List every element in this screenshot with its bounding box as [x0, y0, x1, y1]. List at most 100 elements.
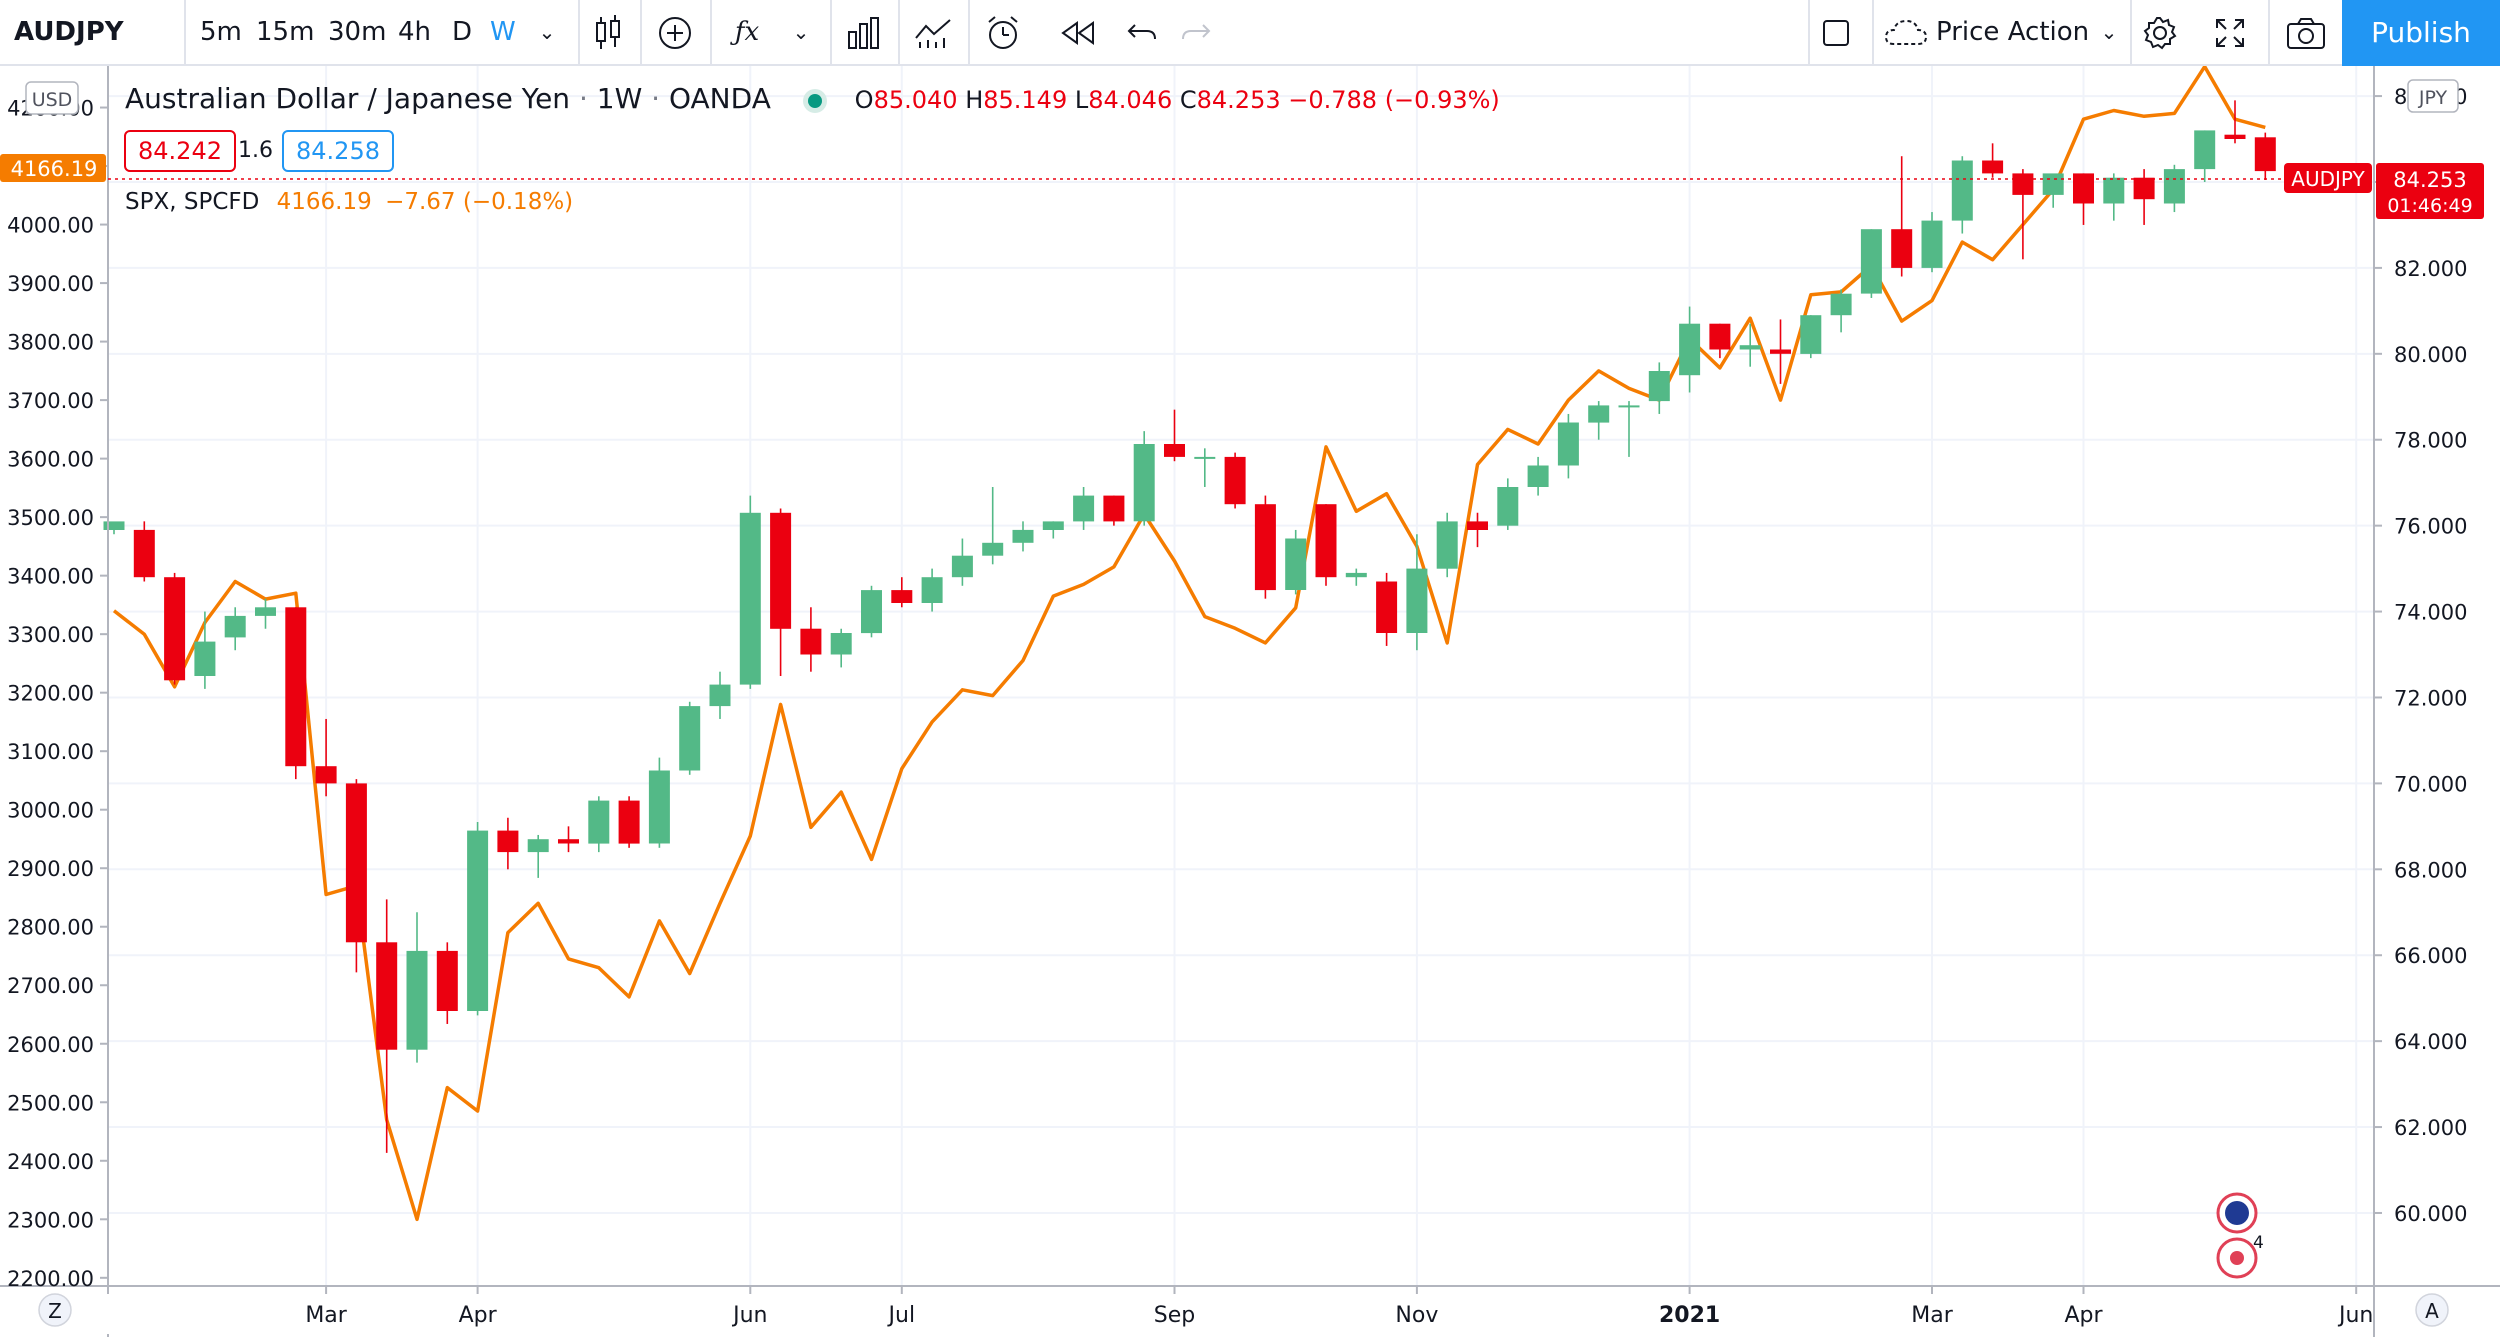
candle [1315, 504, 1337, 586]
overlay-title: SPX, SPCFD [125, 189, 260, 215]
candle-body [1618, 405, 1640, 408]
spread-value: 1.6 [238, 138, 273, 163]
candle-body [376, 942, 398, 1050]
candle [285, 607, 307, 780]
symbol-tag-label: AUDJPY [2291, 167, 2365, 191]
alert-icon[interactable] [978, 0, 1028, 64]
compare-bars-icon[interactable] [838, 0, 888, 64]
cloud-icon[interactable] [1882, 0, 1930, 64]
candle [164, 572, 186, 685]
candle [497, 817, 519, 870]
right-tick-label: 72.000 [2394, 686, 2467, 710]
camera-icon[interactable] [2282, 0, 2330, 64]
indicators-icon[interactable]: ƒx [734, 17, 760, 47]
candle [1618, 401, 1640, 457]
left-currency-badge[interactable] [25, 81, 79, 115]
candle [376, 899, 398, 1153]
symbol-search[interactable]: AUDJPY [14, 17, 124, 47]
candle-body [2194, 130, 2216, 170]
zoom-button[interactable] [38, 1293, 72, 1327]
x-tick-label: Jul [887, 1303, 916, 1328]
fullscreen-icon[interactable] [2208, 0, 2252, 64]
candle [1436, 512, 1458, 578]
candle [1376, 572, 1398, 646]
current-price-label: 84.253 [2393, 168, 2466, 192]
auto-scale-button[interactable] [2415, 1293, 2449, 1327]
main-legend[interactable]: Australian Dollar / Japanese Yen · 1W · … [125, 82, 1500, 115]
right-price-scale[interactable]: 60.000 62.000 64.000 66.000 68.000 70.000 72.0… [2374, 85, 2467, 1226]
candles-icon[interactable] [586, 0, 630, 64]
layout-name[interactable]: Price Action [1936, 17, 2090, 47]
candle [1648, 362, 1670, 414]
chart-area[interactable]: 2200.00 2300.00 2400.00 2500.00 2600.00 2700.… [0, 66, 2500, 1337]
candle [2073, 173, 2094, 225]
chevron-down-icon[interactable]: ⌄ [2100, 20, 2118, 44]
sell-price-button[interactable]: 84.242 [124, 130, 236, 172]
grid [108, 66, 2374, 1286]
right-currency-badge[interactable] [2407, 79, 2459, 113]
candle-body [1588, 405, 1610, 423]
toolbar-divider [184, 0, 186, 64]
replay-icon[interactable] [1054, 0, 1102, 64]
candle-body [1436, 521, 1458, 569]
fullscreen-square-icon[interactable] [1814, 0, 1858, 64]
source-label: OANDA [668, 82, 771, 115]
interval-15m[interactable]: 15m [256, 17, 315, 47]
candle-body [1648, 371, 1670, 402]
candle-body [1891, 229, 1913, 268]
left-tick-label: 3400.00 [7, 565, 94, 589]
left-tick-label: 2200.00 [7, 1267, 94, 1291]
candle [2194, 130, 2216, 182]
symbol-tag [2284, 163, 2372, 193]
interval-30m[interactable]: 30m [328, 17, 387, 47]
left-tick-label: 2800.00 [7, 916, 94, 940]
x-tick-label: Jun [731, 1303, 767, 1328]
candle-body [2224, 134, 2246, 139]
candle-body [770, 512, 792, 629]
overlay-value: 4166.19 [276, 189, 372, 215]
overlay-legend[interactable]: SPX, SPCFD 4166.19 −7.67 (−0.18%) [125, 189, 573, 215]
undo-icon[interactable] [1120, 0, 1164, 64]
market-status-icon[interactable] [807, 94, 822, 108]
left-price-scale[interactable]: 2200.00 2300.00 2400.00 2500.00 2600.00 2700.… [7, 97, 108, 1291]
candle-body [1406, 568, 1428, 633]
flag-event-icon-inner [2225, 1201, 2249, 1225]
chevron-down-icon[interactable]: ⌄ [792, 20, 810, 44]
candle [1951, 156, 1973, 234]
candle-body [861, 590, 882, 634]
toolbar-divider [2130, 0, 2132, 64]
left-tick-label: 3100.00 [7, 740, 94, 764]
candle-body [436, 950, 458, 1011]
right-tick-label: 64.000 [2394, 1030, 2467, 1054]
time-scale[interactable]: Mar Apr Jun Jul Sep Nov 2021 Mar Apr Jun [305, 1286, 2373, 1328]
candle-body [1345, 572, 1367, 578]
gear-icon[interactable] [2138, 0, 2182, 64]
chevron-down-icon[interactable]: ⌄ [538, 20, 556, 44]
candle-body [1679, 323, 1701, 376]
candle [467, 822, 489, 1016]
change-value: −0.788 (−0.93%) [1288, 86, 1500, 114]
candle-body [830, 633, 852, 655]
candle [1739, 323, 1761, 367]
right-tick-label: 60.000 [2394, 1202, 2467, 1226]
add-icon[interactable] [650, 0, 700, 64]
candle-body [255, 607, 276, 616]
candle [739, 495, 761, 689]
candle [800, 607, 822, 672]
candle [1224, 452, 1246, 509]
left-tick-label: 3600.00 [7, 448, 94, 472]
candle [588, 796, 610, 853]
interval-4h[interactable]: 4h [398, 17, 432, 47]
interval-5m[interactable]: 5m [200, 17, 242, 47]
interval-d[interactable]: D [452, 17, 473, 47]
publish-button[interactable]: Publish [2342, 0, 2500, 66]
candle-body [1315, 504, 1337, 578]
left-tick-label: 2900.00 [7, 857, 94, 881]
templates-icon[interactable] [908, 0, 958, 64]
interval-w[interactable]: W [490, 17, 516, 47]
candle-body [1103, 495, 1125, 522]
candle-body [133, 529, 155, 578]
candle [527, 834, 549, 878]
buy-price-button[interactable]: 84.258 [282, 130, 394, 172]
candle [830, 628, 852, 668]
